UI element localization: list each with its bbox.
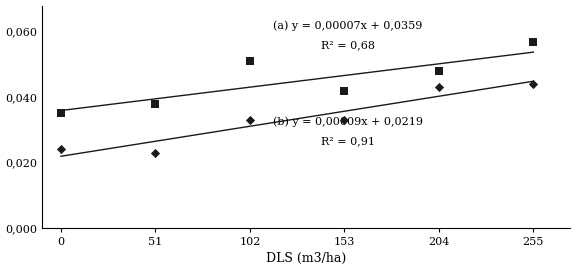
Point <box>245 59 255 63</box>
Point <box>151 150 160 155</box>
Point <box>340 118 349 122</box>
Point <box>151 101 160 106</box>
Point <box>529 82 538 86</box>
Point <box>245 118 255 122</box>
Text: R² = 0,91: R² = 0,91 <box>321 136 375 146</box>
Point <box>56 147 66 151</box>
Point <box>529 39 538 44</box>
Point <box>434 69 444 73</box>
Text: (a) y = 0,00007x + 0,0359: (a) y = 0,00007x + 0,0359 <box>274 20 423 31</box>
Text: (b) y = 0,00009x + 0,0219: (b) y = 0,00009x + 0,0219 <box>273 117 423 127</box>
X-axis label: DLS (m3/ha): DLS (m3/ha) <box>266 253 347 265</box>
Point <box>56 111 66 116</box>
Point <box>434 85 444 89</box>
Point <box>340 88 349 93</box>
Text: R² = 0,68: R² = 0,68 <box>321 40 375 50</box>
